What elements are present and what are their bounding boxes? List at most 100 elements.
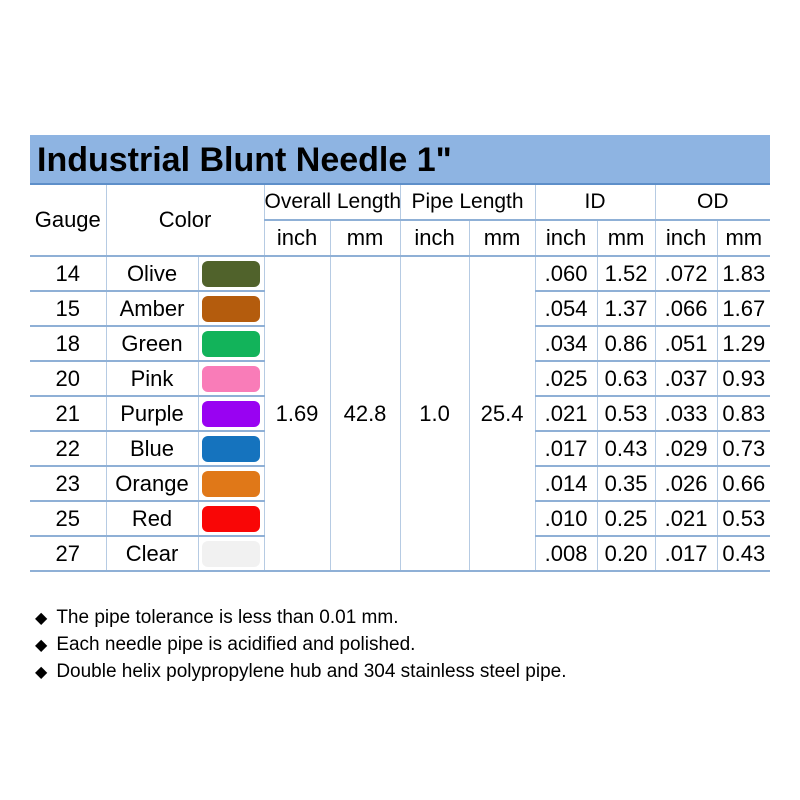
gauge-cell: 22: [30, 430, 107, 467]
color-swatch: [202, 505, 260, 532]
id-inch-cell: .034: [534, 325, 598, 362]
color-swatch: [202, 540, 260, 567]
color-name-cell: Purple: [105, 395, 199, 432]
header-od-inch: inch: [654, 219, 718, 257]
od-mm-cell: 0.93: [716, 360, 771, 397]
id-inch-cell: .021: [534, 395, 598, 432]
note-text: Double helix polypropylene hub and 304 s…: [56, 661, 567, 682]
gauge-cell: 27: [30, 535, 107, 572]
table-row: 27 Clear .008 0.20 .017 0.43: [30, 535, 771, 572]
od-inch-cell: .021: [654, 500, 718, 537]
od-inch-cell: .026: [654, 465, 718, 502]
header-ol-mm: mm: [329, 219, 401, 257]
overall-length-inch-cell: 1.69: [263, 255, 331, 572]
color-swatch-cell: [197, 430, 265, 467]
color-swatch-cell: [197, 465, 265, 502]
color-name-cell: Blue: [105, 430, 199, 467]
header-overall-length: Overall Length: [263, 185, 401, 221]
color-swatch-cell: [197, 325, 265, 362]
id-mm-cell: 0.43: [596, 430, 656, 467]
spec-sheet: Industrial Blunt Needle 1" Gauge Color O…: [30, 135, 771, 572]
table-header: Gauge Color Overall Length Pipe Length I…: [30, 185, 771, 257]
diamond-bullet-icon: ◆: [35, 664, 48, 681]
header-od-mm: mm: [716, 219, 771, 257]
color-swatch-cell: [197, 535, 265, 572]
table-row: 20 Pink .025 0.63 .037 0.93: [30, 360, 771, 397]
color-name-cell: Olive: [105, 255, 199, 292]
color-swatch: [202, 260, 260, 287]
id-mm-cell: 1.37: [596, 290, 656, 327]
table-row: 23 Orange .014 0.35 .026 0.66: [30, 465, 771, 502]
table-row: 14 Olive 1.69 42.8 1.0 25.4 .060 1.52 .0…: [30, 255, 771, 572]
diamond-bullet-icon: ◆: [35, 610, 48, 627]
header-id: ID: [534, 185, 656, 221]
gauge-cell: 20: [30, 360, 107, 397]
id-inch-cell: .017: [534, 430, 598, 467]
table-row: 25 Red .010 0.25 .021 0.53: [30, 500, 771, 537]
od-mm-cell: 1.67: [716, 290, 771, 327]
id-mm-cell: 0.63: [596, 360, 656, 397]
note-line: ◆ The pipe tolerance is less than 0.01 mm…: [35, 604, 567, 631]
color-name-cell: Red: [105, 500, 199, 537]
note-text: The pipe tolerance is less than 0.01 mm.: [56, 607, 399, 628]
note-text: Each needle pipe is acidified and polish…: [56, 634, 416, 655]
gauge-cell: 25: [30, 500, 107, 537]
color-swatch: [202, 330, 260, 357]
header-pl-mm: mm: [468, 219, 536, 257]
color-name-cell: Green: [105, 325, 199, 362]
color-swatch: [202, 470, 260, 497]
header-od: OD: [654, 185, 771, 221]
pipe-length-inch-cell: 1.0: [399, 255, 470, 572]
header-id-mm: mm: [596, 219, 656, 257]
color-name-cell: Orange: [105, 465, 199, 502]
pipe-length-mm-cell: 25.4: [468, 255, 536, 572]
table-row: 18 Green .034 0.86 .051 1.29: [30, 325, 771, 362]
header-ol-inch: inch: [264, 219, 331, 257]
spec-table: Gauge Color Overall Length Pipe Length I…: [30, 185, 771, 572]
color-swatch: [202, 295, 260, 322]
id-inch-cell: .060: [534, 255, 598, 292]
color-name-cell: Clear: [105, 535, 199, 572]
gauge-cell: 18: [30, 325, 107, 362]
od-inch-cell: .029: [654, 430, 718, 467]
id-mm-cell: 0.20: [596, 535, 656, 572]
od-inch-cell: .037: [654, 360, 718, 397]
od-mm-cell: 1.29: [716, 325, 771, 362]
page-title: Industrial Blunt Needle 1": [30, 135, 770, 185]
color-swatch: [202, 400, 260, 427]
id-inch-cell: .025: [534, 360, 598, 397]
id-inch-cell: .008: [534, 535, 598, 572]
gauge-cell: 21: [30, 395, 107, 432]
table-row: 21 Purple .021 0.53 .033 0.83: [30, 395, 771, 432]
header-pl-inch: inch: [399, 219, 470, 257]
note-line: ◆ Double helix polypropylene hub and 304 …: [35, 658, 567, 685]
od-inch-cell: .017: [654, 535, 718, 572]
od-mm-cell: 0.43: [716, 535, 771, 572]
color-swatch: [202, 435, 260, 462]
header-pipe-length: Pipe Length: [399, 185, 536, 221]
id-inch-cell: .054: [534, 290, 598, 327]
color-name-cell: Amber: [105, 290, 199, 327]
id-mm-cell: 0.53: [596, 395, 656, 432]
id-inch-cell: .014: [534, 465, 598, 502]
overall-length-mm-cell: 42.8: [329, 255, 401, 572]
table-body: 14 Olive 1.69 42.8 1.0 25.4 .060 1.52 .0…: [30, 255, 771, 572]
od-mm-cell: 0.73: [716, 430, 771, 467]
footnotes: ◆ The pipe tolerance is less than 0.01 mm…: [35, 604, 567, 685]
header-color: Color: [105, 185, 265, 257]
color-swatch-cell: [197, 395, 265, 432]
id-inch-cell: .010: [534, 500, 598, 537]
gauge-cell: 23: [30, 465, 107, 502]
table-row: 15 Amber .054 1.37 .066 1.67: [30, 290, 771, 327]
od-inch-cell: .072: [654, 255, 718, 292]
od-mm-cell: 1.83: [716, 255, 771, 292]
od-mm-cell: 0.53: [716, 500, 771, 537]
od-mm-cell: 0.83: [716, 395, 771, 432]
od-inch-cell: .051: [654, 325, 718, 362]
color-swatch-cell: [197, 500, 265, 537]
gauge-cell: 14: [30, 255, 107, 292]
color-swatch-cell: [197, 290, 265, 327]
color-swatch-cell: [197, 360, 265, 397]
id-mm-cell: 0.86: [596, 325, 656, 362]
od-inch-cell: .033: [654, 395, 718, 432]
